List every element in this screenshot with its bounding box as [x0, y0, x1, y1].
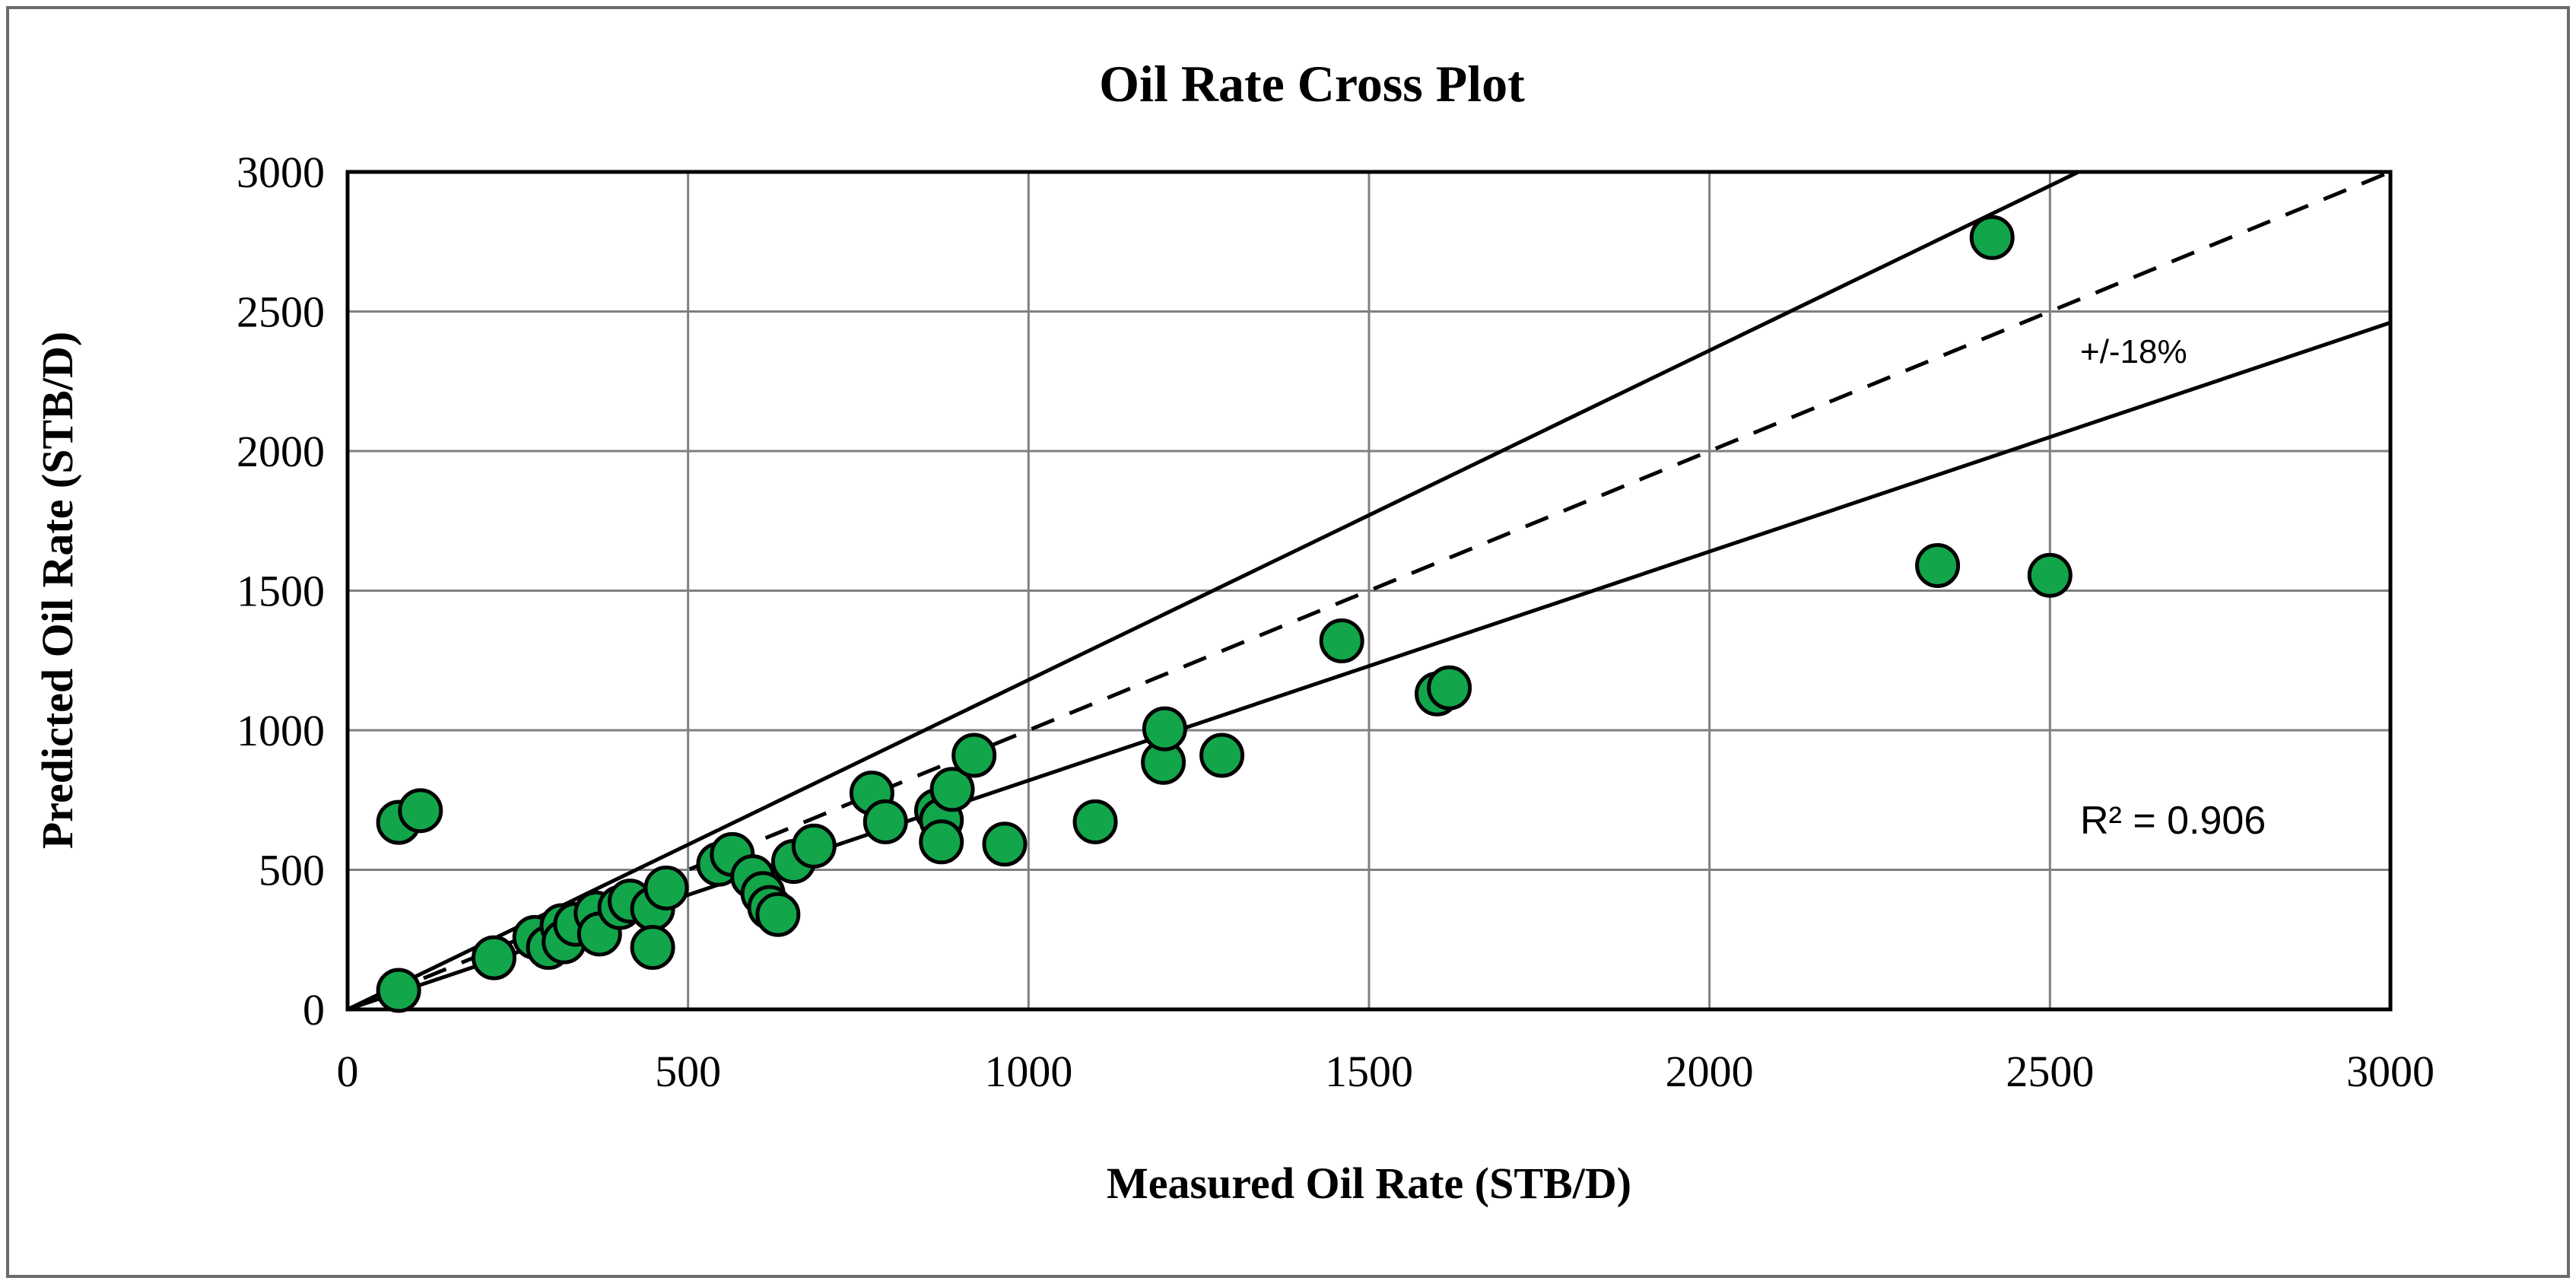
y-tick-label: 2000 [237, 427, 325, 476]
data-point[interactable] [398, 788, 443, 834]
chart-title: Oil Rate Cross Plot [1099, 55, 1525, 113]
x-axis-title: Measured Oil Rate (STB/D) [1107, 1158, 1631, 1208]
scatter-points [376, 215, 2073, 1013]
data-point[interactable] [919, 819, 964, 865]
y-axis-title: Predicted Oil Rate (STB/D) [33, 332, 82, 849]
data-point[interactable] [1915, 542, 1961, 588]
data-point[interactable] [982, 822, 1028, 867]
data-point[interactable] [755, 891, 801, 937]
y-tick-label: 0 [303, 985, 325, 1035]
x-tick-label: 0 [337, 1047, 359, 1096]
data-point[interactable] [1142, 706, 1187, 752]
y-tick-label: 3000 [237, 148, 325, 197]
lower-tolerance-line [347, 320, 2391, 1012]
gridlines [348, 172, 2390, 1009]
data-point[interactable] [1072, 799, 1118, 844]
data-point[interactable] [951, 733, 997, 778]
x-tick-label: 1500 [1325, 1047, 1413, 1096]
data-point[interactable] [1199, 733, 1245, 778]
data-point[interactable] [1427, 665, 1472, 710]
y-tick-label: 2500 [237, 288, 325, 337]
x-tick-label: 2000 [1666, 1047, 1754, 1096]
data-point[interactable] [643, 865, 689, 911]
x-tick-label: 3000 [2346, 1047, 2435, 1096]
tolerance-annotation: +/-18% [2080, 333, 2187, 370]
data-point[interactable] [929, 767, 975, 812]
data-point[interactable] [862, 799, 908, 844]
data-point[interactable] [791, 823, 837, 869]
x-tick-label: 1000 [984, 1047, 1072, 1096]
y-tick-label: 1500 [237, 567, 325, 616]
data-point[interactable] [471, 935, 516, 980]
upper-tolerance-line [346, 170, 2080, 1012]
plot-border [345, 170, 2393, 1012]
figure-frame [6, 6, 2570, 1278]
data-point[interactable] [376, 968, 421, 1013]
y-axis-tick-labels: 0 500 1000 1500 2000 2500 3000 [237, 148, 325, 1035]
y-tick-label: 1000 [237, 706, 325, 755]
y-tick-label: 500 [259, 846, 325, 895]
data-point[interactable] [630, 925, 675, 971]
r-squared-annotation: R² = 0.906 [2080, 799, 2266, 843]
data-point[interactable] [1969, 215, 2015, 260]
data-point[interactable] [2027, 552, 2073, 598]
reference-lines [346, 170, 2391, 1012]
x-axis-tick-labels: 0 500 1000 1500 2000 2500 3000 [337, 1047, 2435, 1096]
x-tick-label: 2500 [2006, 1047, 2094, 1096]
data-point[interactable] [1319, 618, 1364, 664]
x-tick-label: 500 [655, 1047, 721, 1096]
